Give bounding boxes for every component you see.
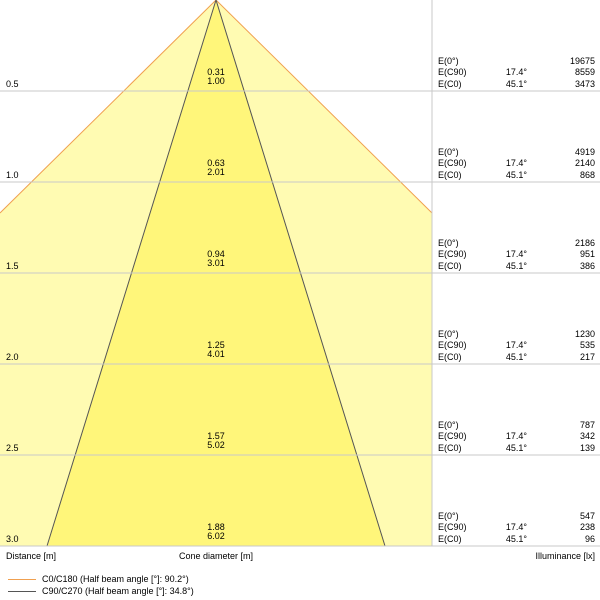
e0-label: E(0°) — [438, 420, 459, 430]
cone-diameter-c0: 6.02 — [207, 531, 225, 541]
ec90-value: 8559 — [575, 67, 595, 77]
ec90-value: 951 — [580, 249, 595, 259]
cone-diameter-c0: 2.01 — [207, 167, 225, 177]
ec90-value: 535 — [580, 340, 595, 350]
ec0-angle: 45.1° — [506, 170, 528, 180]
ec0-angle: 45.1° — [506, 79, 528, 89]
ec0-angle: 45.1° — [506, 443, 528, 453]
ec0-label: E(C0) — [438, 261, 462, 271]
legend-item-c90-c270: C90/C270 (Half beam angle [°]: 34.8°) — [8, 585, 194, 597]
ec90-label: E(C90) — [438, 431, 467, 441]
legend-item-c0-c180: C0/C180 (Half beam angle [°]: 90.2°) — [8, 573, 189, 585]
cone-diameter-c90: 0.31 — [207, 67, 225, 77]
cone-diameter-c90: 1.25 — [207, 340, 225, 350]
ec0-label: E(C0) — [438, 170, 462, 180]
ec0-value: 217 — [580, 352, 595, 362]
ec90-angle: 17.4° — [506, 249, 528, 259]
ec90-label: E(C90) — [438, 249, 467, 259]
ec0-label: E(C0) — [438, 534, 462, 544]
e0-value: 787 — [580, 420, 595, 430]
ec0-value: 3473 — [575, 79, 595, 89]
e0-label: E(0°) — [438, 329, 459, 339]
cone-diameter-c0: 4.01 — [207, 349, 225, 359]
ec0-value: 96 — [585, 534, 595, 544]
cone-diameter-c90: 0.94 — [207, 249, 225, 259]
ec0-value: 139 — [580, 443, 595, 453]
e0-label: E(0°) — [438, 56, 459, 66]
ec0-label: E(C0) — [438, 352, 462, 362]
e0-value: 4919 — [575, 147, 595, 157]
legend-line-icon — [8, 578, 36, 580]
e0-label: E(0°) — [438, 147, 459, 157]
illuminance-axis-label: Illuminance [lx] — [535, 551, 595, 561]
cone-diameter-c90: 1.88 — [207, 522, 225, 532]
e0-value: 19675 — [570, 56, 595, 66]
cone-diameter-c0: 1.00 — [207, 76, 225, 86]
ec0-value: 386 — [580, 261, 595, 271]
distance-label: 0.5 — [6, 79, 19, 89]
cone-diameter-c0: 5.02 — [207, 440, 225, 450]
ec90-angle: 17.4° — [506, 340, 528, 350]
ec0-angle: 45.1° — [506, 352, 528, 362]
ec0-angle: 45.1° — [506, 261, 528, 271]
ec90-value: 238 — [580, 522, 595, 532]
legend-label: C0/C180 (Half beam angle [°]: 90.2°) — [42, 574, 189, 584]
cone-diameter-c90: 0.63 — [207, 158, 225, 168]
cone-diameter-axis-label: Cone diameter [m] — [179, 551, 253, 561]
ec90-label: E(C90) — [438, 67, 467, 77]
distance-label: 1.0 — [6, 170, 19, 180]
e0-value: 547 — [580, 511, 595, 521]
ec90-label: E(C90) — [438, 340, 467, 350]
ec90-angle: 17.4° — [506, 67, 528, 77]
distance-label: 2.0 — [6, 352, 19, 362]
ec90-angle: 17.4° — [506, 158, 528, 168]
ec90-angle: 17.4° — [506, 522, 528, 532]
ec90-angle: 17.4° — [506, 431, 528, 441]
distance-axis-label: Distance [m] — [6, 551, 56, 561]
legend-line-icon — [8, 590, 36, 592]
ec90-label: E(C90) — [438, 158, 467, 168]
ec90-value: 2140 — [575, 158, 595, 168]
ec0-value: 868 — [580, 170, 595, 180]
e0-value: 2186 — [575, 238, 595, 248]
e0-label: E(0°) — [438, 238, 459, 248]
ec0-angle: 45.1° — [506, 534, 528, 544]
ec90-label: E(C90) — [438, 522, 467, 532]
distance-label: 3.0 — [6, 534, 19, 544]
distance-label: 1.5 — [6, 261, 19, 271]
e0-value: 1230 — [575, 329, 595, 339]
cone-diameter-c0: 3.01 — [207, 258, 225, 268]
ec0-label: E(C0) — [438, 443, 462, 453]
distance-label: 2.5 — [6, 443, 19, 453]
outer-cone-edge — [0, 0, 433, 214]
e0-label: E(0°) — [438, 511, 459, 521]
legend-label: C90/C270 (Half beam angle [°]: 34.8°) — [42, 586, 194, 596]
ec90-value: 342 — [580, 431, 595, 441]
cone-diameter-c90: 1.57 — [207, 431, 225, 441]
ec0-label: E(C0) — [438, 79, 462, 89]
